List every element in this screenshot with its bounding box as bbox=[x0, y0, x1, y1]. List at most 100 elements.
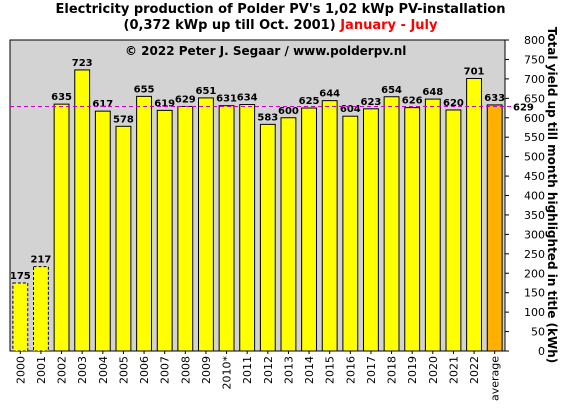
x-tick-label: 2001 bbox=[35, 356, 48, 384]
data-label-2001: 217 bbox=[31, 255, 52, 266]
x-tick-label: 2015 bbox=[324, 356, 337, 384]
subtitle-period: January - July bbox=[340, 18, 438, 33]
y-tick-label: 500 bbox=[524, 151, 545, 164]
data-label-2005: 578 bbox=[113, 114, 134, 125]
bar-2005 bbox=[115, 125, 132, 352]
data-label-2012: 583 bbox=[257, 112, 278, 123]
bar-2017 bbox=[363, 108, 379, 352]
x-tick-label: 2000 bbox=[14, 356, 27, 384]
x-tick-label: 2016 bbox=[344, 356, 357, 384]
x-tick-label: 2012 bbox=[262, 356, 275, 384]
x-tick-label: 2021 bbox=[447, 356, 460, 384]
x-tick-label: 2007 bbox=[159, 356, 172, 384]
data-label-2007: 619 bbox=[154, 98, 175, 109]
data-label-2017: 623 bbox=[361, 97, 382, 108]
x-tick-label: 2004 bbox=[97, 356, 110, 384]
data-label-2008: 629 bbox=[175, 94, 196, 105]
x-tick-label: 2019 bbox=[406, 356, 419, 384]
y-tick-label: 50 bbox=[531, 326, 545, 339]
bar-2012 bbox=[259, 123, 276, 352]
data-label-2000: 175 bbox=[10, 271, 31, 282]
x-tick-label: 2018 bbox=[386, 356, 399, 384]
x-tick-label: 2014 bbox=[303, 356, 316, 384]
bar-2009 bbox=[198, 97, 214, 352]
data-label-2011: 634 bbox=[237, 93, 258, 104]
x-tick-label: 2017 bbox=[365, 356, 378, 384]
x-tick-label: 2009 bbox=[200, 356, 213, 384]
y-tick-label: 300 bbox=[524, 228, 545, 241]
bar-2001 bbox=[33, 266, 49, 352]
y-tick-label: 700 bbox=[524, 73, 545, 86]
data-label-2009: 651 bbox=[196, 86, 217, 97]
bar-2020 bbox=[424, 98, 441, 352]
data-label-2006: 655 bbox=[134, 84, 155, 95]
x-tick-label: 2002 bbox=[56, 356, 69, 384]
x-tick-label: 2022 bbox=[468, 356, 481, 384]
bar-2016 bbox=[342, 115, 359, 352]
x-tick-label: 2005 bbox=[117, 356, 130, 384]
y-tick-label: 350 bbox=[524, 209, 545, 222]
chart-title: Electricity production of Polder PV's 1,… bbox=[55, 2, 506, 17]
bar-2019 bbox=[404, 107, 421, 352]
copyright-note: © 2022 Peter J. Segaar / www.polderpv.nl bbox=[125, 44, 406, 58]
data-label-2014: 625 bbox=[299, 96, 320, 107]
y-tick-label: 750 bbox=[524, 53, 545, 66]
x-tick-label: 2011 bbox=[241, 356, 254, 384]
data-label-2010: 631 bbox=[216, 94, 237, 105]
bar-2010 bbox=[218, 105, 235, 352]
data-label-2016: 604 bbox=[340, 104, 361, 115]
chart-subtitle: (0,372 kWp up till Oct. 2001) January - … bbox=[0, 18, 561, 33]
bar-average bbox=[486, 104, 503, 352]
data-label-average: 633 bbox=[484, 93, 505, 104]
y-axis-label: Total yield up till month highlighted in… bbox=[545, 27, 559, 364]
bar-2006 bbox=[136, 95, 152, 352]
plot-area bbox=[9, 39, 506, 352]
reference-line-group: 629 bbox=[10, 102, 534, 113]
x-tick-label: 2013 bbox=[282, 356, 295, 384]
y-tick-label: 550 bbox=[524, 131, 545, 144]
data-label-2019: 626 bbox=[402, 96, 423, 107]
y-tick-label: 800 bbox=[524, 34, 545, 47]
x-tick-label: 2006 bbox=[138, 356, 151, 384]
bar-2014 bbox=[301, 107, 317, 352]
bar-2002 bbox=[53, 103, 70, 352]
x-tick-label: 2010* bbox=[221, 356, 234, 390]
x-tick-label: 2003 bbox=[76, 356, 89, 384]
bar-2011 bbox=[239, 104, 256, 352]
x-tick-label: 2020 bbox=[427, 356, 440, 384]
y-tick-label: 150 bbox=[524, 287, 545, 300]
data-label-2015: 644 bbox=[319, 89, 340, 100]
y-axis: 0 50 100 150 200 250 300 350 400 450 500 550 600 650 7… bbox=[505, 34, 545, 358]
data-label-2018: 654 bbox=[381, 85, 402, 96]
bar-2013 bbox=[280, 117, 297, 352]
bar-2022 bbox=[466, 77, 482, 352]
bar-2003 bbox=[74, 69, 91, 352]
x-tick-label: average bbox=[489, 356, 502, 401]
bar-2007 bbox=[156, 109, 173, 352]
subtitle-prefix: (0,372 kWp up till Oct. 2001) bbox=[123, 18, 336, 33]
reference-line-label: 629 bbox=[513, 102, 534, 113]
bar-2015 bbox=[321, 100, 338, 352]
y-tick-label: 600 bbox=[524, 112, 545, 125]
data-label-2004: 617 bbox=[92, 99, 113, 110]
data-label-2022: 701 bbox=[464, 66, 485, 77]
y-tick-label: 0 bbox=[538, 345, 545, 358]
x-axis: 2000 2001 2002 2003 2004 2005 2006 2007 2008 2009… bbox=[14, 351, 502, 401]
data-label-2021: 620 bbox=[443, 98, 464, 109]
y-tick-label: 450 bbox=[524, 170, 545, 183]
bar-2000 bbox=[12, 282, 29, 352]
bar-2004 bbox=[94, 110, 111, 352]
x-tick-label: 2008 bbox=[179, 356, 192, 384]
bar-2021 bbox=[445, 109, 462, 352]
bar-2018 bbox=[383, 96, 400, 352]
y-tick-label: 100 bbox=[524, 306, 545, 319]
data-label-2020: 648 bbox=[422, 87, 443, 98]
data-label-2002: 635 bbox=[51, 92, 72, 103]
bar-2008 bbox=[177, 105, 194, 352]
data-label-2013: 600 bbox=[278, 106, 299, 117]
y-tick-label: 250 bbox=[524, 248, 545, 261]
y-tick-label: 650 bbox=[524, 92, 545, 105]
y-tick-label: 400 bbox=[524, 190, 545, 203]
y-tick-label: 200 bbox=[524, 267, 545, 280]
